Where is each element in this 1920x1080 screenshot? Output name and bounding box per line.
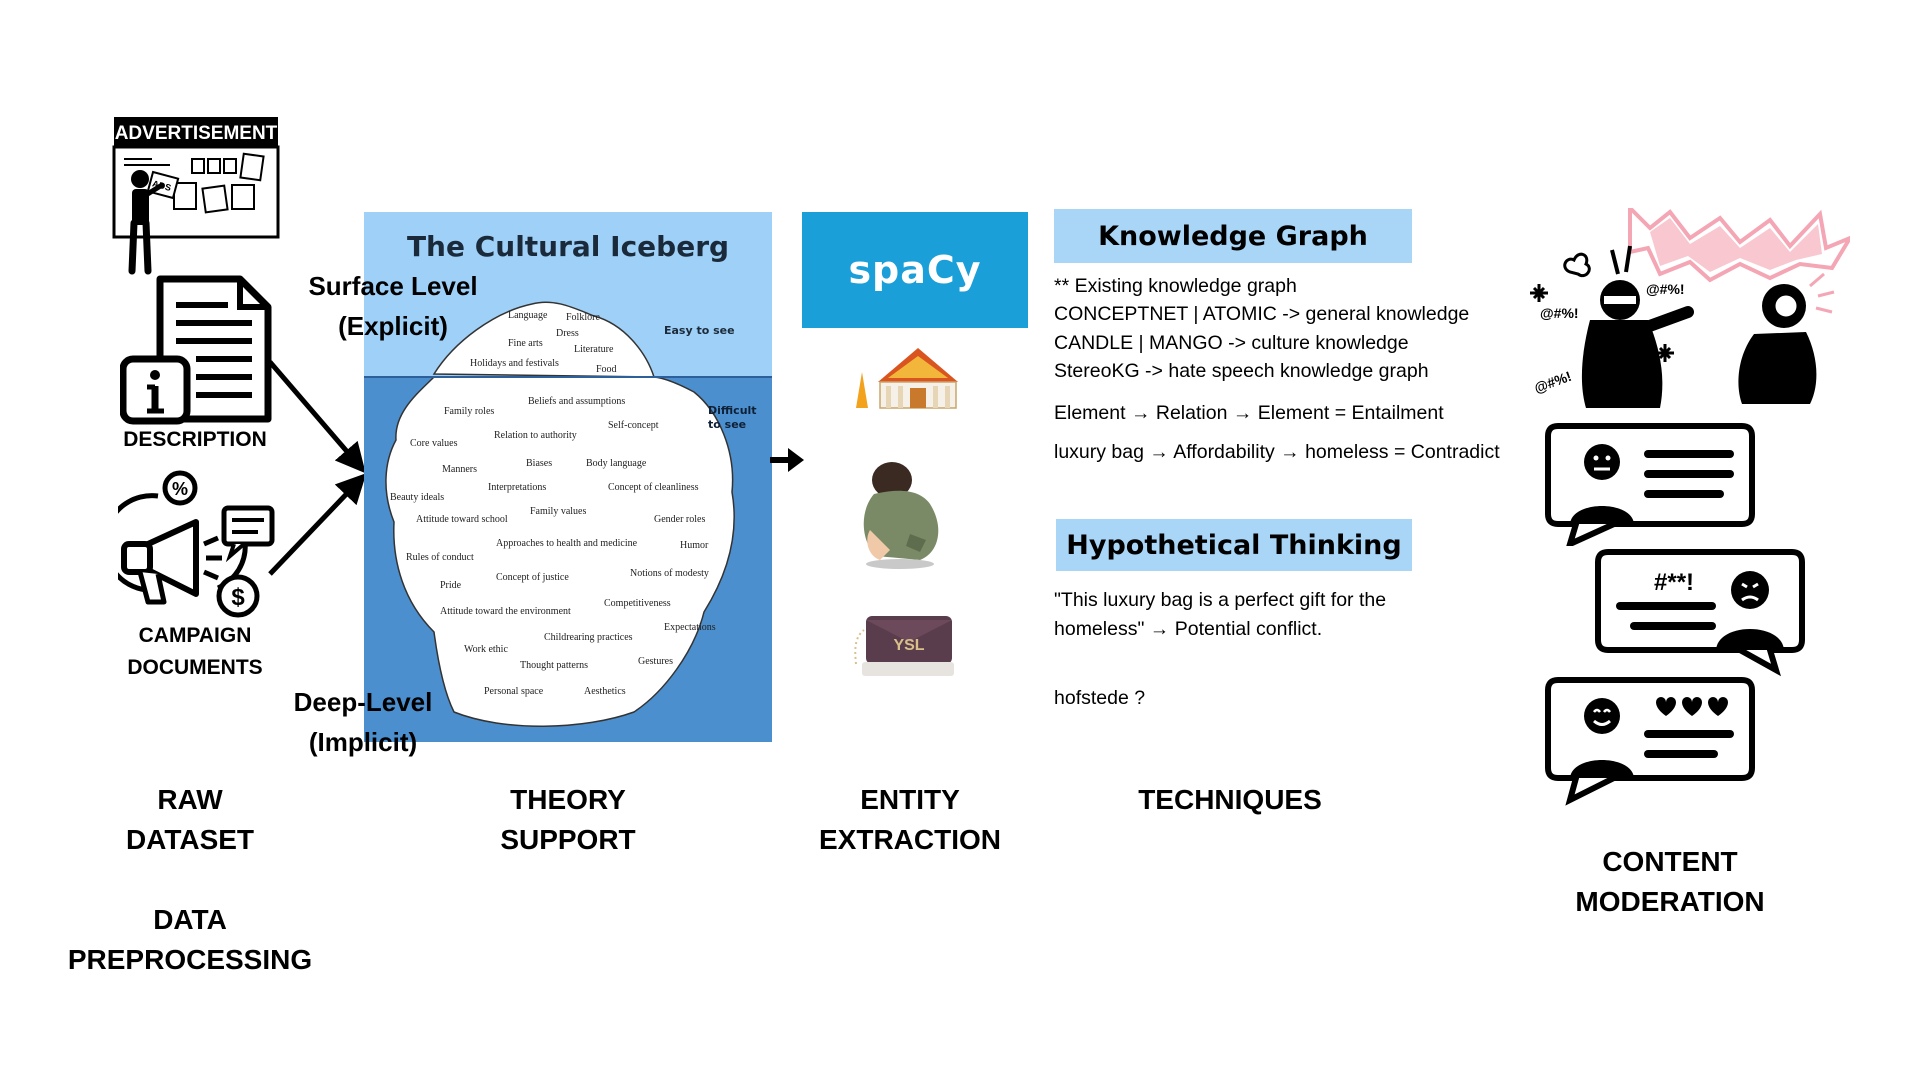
- iceberg-item: Holidays and festivals: [470, 358, 559, 369]
- svg-text:%: %: [172, 479, 188, 499]
- toxic-symbols-text: #**!: [1654, 569, 1694, 596]
- iceberg-item: Interpretations: [488, 482, 547, 493]
- iceberg-item: Rules of conduct: [406, 552, 474, 563]
- hypothetical-line: "This luxury bag is a perfect gift for t…: [1054, 589, 1387, 611]
- iceberg-item: Biases: [526, 458, 553, 469]
- swear-text: @#%!: [1646, 281, 1685, 297]
- iceberg-item: Attitude toward school: [416, 514, 508, 525]
- iceberg-item: Food: [596, 364, 617, 375]
- entailment-line: Element → Relation → Element = Entailmen…: [1054, 402, 1444, 424]
- iceberg-item: Aesthetics: [584, 686, 626, 697]
- advertisement-billboard-icon: ADVERTISEMENT ADS: [112, 115, 282, 275]
- knowledge-graph-heading: Knowledge Graph: [1054, 209, 1412, 263]
- hofstede-line: hofstede ?: [1054, 687, 1146, 709]
- iceberg-item: Competitiveness: [604, 598, 671, 609]
- kg-line: CANDLE | MANGO -> culture knowledge: [1054, 332, 1409, 354]
- toxic-comment-bubble-icon: #**!: [1594, 548, 1806, 678]
- iceberg-item: Language: [508, 310, 548, 321]
- iceberg-item: Approaches to health and medicine: [496, 538, 638, 549]
- hypothetical-line: homeless" → Potential conflict.: [1054, 618, 1323, 640]
- spacy-logo-text: spaCy: [848, 248, 982, 292]
- description-arrow: [268, 360, 366, 474]
- iceberg-item: Thought patterns: [520, 660, 589, 671]
- positive-comment-bubble-icon: [1544, 676, 1756, 806]
- cultural-iceberg-figure: The Cultural Iceberg Easy to see Difficu…: [364, 212, 772, 742]
- iceberg-item: Concept of justice: [496, 572, 569, 583]
- iceberg-item: Body language: [586, 458, 647, 469]
- iceberg-item: Beliefs and assumptions: [528, 396, 626, 407]
- homeless-person-icon: [850, 460, 950, 570]
- svg-text:YSL: YSL: [893, 637, 924, 654]
- neutral-comment-bubble-icon: [1544, 422, 1756, 550]
- iceberg-item: Attitude toward the environment: [440, 606, 571, 617]
- iceberg-item: Humor: [680, 540, 709, 551]
- iceberg-item: Gender roles: [654, 514, 706, 525]
- swear-text: @#%!: [1532, 368, 1574, 396]
- iceberg-item: Notions of modesty: [630, 568, 709, 579]
- iceberg-item: Folklore: [566, 312, 600, 323]
- entity-extraction-label: ENTITY EXTRACTION: [819, 784, 1001, 855]
- iceberg-item: Family roles: [444, 406, 495, 417]
- surface-level-label: Surface Level (Explicit): [308, 271, 478, 341]
- iceberg-item: Work ethic: [464, 644, 508, 655]
- campaign-arrow: [268, 473, 367, 576]
- kg-line: ** Existing knowledge graph: [1054, 275, 1297, 297]
- iceberg-title: The Cultural Iceberg: [406, 230, 730, 263]
- iceberg-item: Family values: [530, 506, 587, 517]
- angry-argument-icon: @#%! @#%! @#%!: [1520, 203, 1855, 408]
- description-document-icon: [119, 275, 272, 425]
- raw-dataset-label: RAW DATASET: [125, 784, 255, 855]
- svg-text:$: $: [231, 584, 245, 611]
- iceberg-item: Concept of cleanliness: [608, 482, 699, 493]
- data-preprocessing-label: DATA PREPROCESSING: [67, 904, 313, 975]
- iceberg-item: Childrearing practices: [544, 632, 633, 643]
- description-label: DESCRIPTION: [123, 428, 267, 451]
- deep-level-label: Deep-Level (Implicit): [293, 687, 433, 757]
- iceberg-item: Pride: [440, 580, 462, 591]
- contradict-line: luxury bag → Affordability → homeless = …: [1054, 441, 1500, 463]
- iceberg-item: Dress: [556, 328, 579, 339]
- iceberg-item: Beauty ideals: [390, 492, 445, 503]
- content-moderation-label: CONTENT MODERATION: [1575, 846, 1765, 917]
- theory-to-entity-arrow: [770, 448, 804, 472]
- iceberg-item: Literature: [574, 344, 614, 355]
- iceberg-item: Gestures: [638, 656, 673, 667]
- input-arrows: [268, 360, 367, 576]
- iceberg-item: Fine arts: [508, 338, 543, 349]
- hypothetical-thinking-heading: Hypothetical Thinking: [1056, 519, 1412, 571]
- iceberg-item: Self-concept: [608, 420, 659, 431]
- advertisement-sign-text: ADVERTISEMENT: [115, 123, 278, 144]
- luxury-bag-icon: YSL: [852, 606, 962, 682]
- iceberg-item: Relation to authority: [494, 430, 577, 441]
- temple-icon: [848, 342, 958, 412]
- difficult-to-see-label: Difficult to see: [708, 404, 757, 431]
- iceberg-item: Personal space: [484, 686, 544, 697]
- easy-to-see-label: Easy to see: [664, 324, 735, 337]
- iceberg-item: Expectations: [664, 622, 716, 633]
- techniques-label: TECHNIQUES: [1138, 784, 1322, 815]
- swear-text: @#%!: [1540, 305, 1579, 321]
- spacy-logo: spaCy: [802, 212, 1028, 328]
- campaign-documents-label: CAMPAIGN DOCUMENTS: [127, 624, 263, 679]
- iceberg-item: Core values: [410, 438, 458, 449]
- kg-line: CONCEPTNET | ATOMIC -> general knowledge: [1054, 303, 1470, 325]
- iceberg-item: Manners: [442, 464, 477, 475]
- kg-line: StereoKG -> hate speech knowledge graph: [1054, 360, 1429, 382]
- campaign-megaphone-icon: % $: [102, 470, 278, 620]
- theory-support-label: THEORY SUPPORT: [500, 784, 636, 855]
